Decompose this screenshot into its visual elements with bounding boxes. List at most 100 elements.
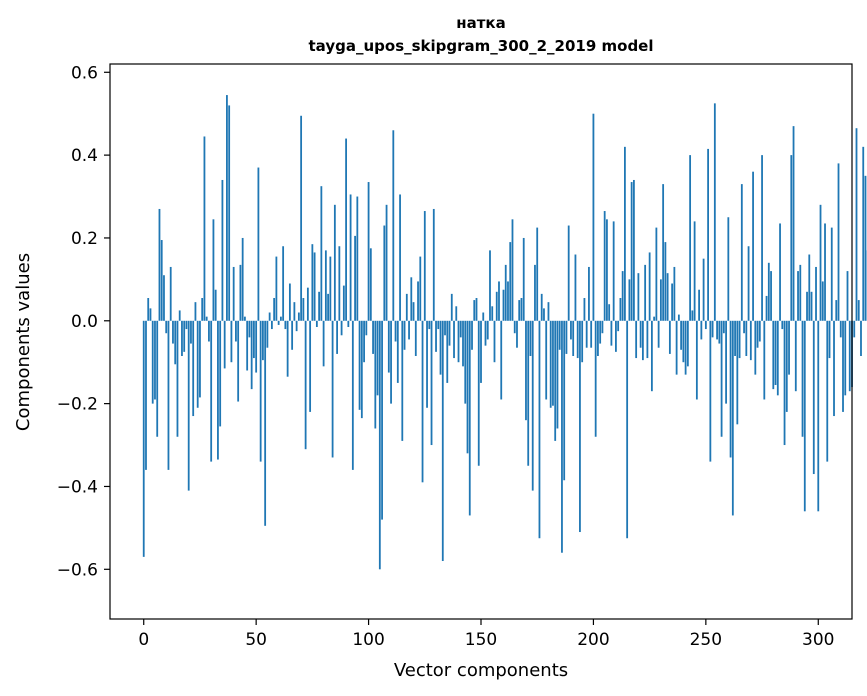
bar	[459, 320, 462, 338]
bar	[653, 316, 656, 321]
bar	[790, 155, 793, 321]
bar	[734, 320, 736, 356]
bar	[601, 320, 604, 334]
bar	[322, 320, 325, 367]
bar	[783, 320, 786, 446]
bar	[417, 281, 419, 321]
bar	[626, 320, 629, 539]
bar	[536, 227, 539, 321]
bar	[525, 320, 527, 421]
bar	[300, 115, 303, 321]
y-axis-ticks: −0.6 −0.4 −0.2 0.0 0.2 0.4 0.6	[57, 63, 110, 580]
bar	[477, 320, 480, 466]
bar	[581, 320, 584, 363]
bar	[794, 320, 797, 392]
bar	[403, 320, 406, 350]
bar	[190, 320, 192, 344]
bar	[761, 155, 763, 321]
bar	[430, 320, 433, 446]
bar	[709, 320, 712, 462]
bar	[428, 320, 431, 330]
bar	[763, 320, 766, 400]
bar	[421, 320, 424, 483]
bar	[590, 320, 593, 348]
bar	[624, 146, 626, 321]
bar	[167, 320, 170, 470]
bar	[772, 320, 775, 390]
plot-frame	[109, 63, 853, 620]
bar	[340, 320, 343, 336]
bar	[668, 320, 671, 354]
bar	[172, 320, 174, 344]
bar	[441, 320, 444, 562]
bar	[572, 320, 575, 356]
bar	[862, 146, 865, 321]
bar	[563, 320, 566, 481]
bar	[599, 320, 602, 344]
bar	[707, 148, 709, 321]
bar	[785, 320, 788, 412]
bar	[797, 271, 799, 321]
bar	[567, 225, 570, 321]
bar	[545, 320, 548, 400]
bar	[700, 320, 703, 340]
bar	[185, 320, 188, 330]
bar	[633, 179, 635, 321]
bar	[473, 300, 476, 321]
bar	[583, 298, 586, 321]
bar	[738, 320, 741, 359]
bar	[615, 320, 617, 352]
bar	[151, 320, 154, 404]
bar	[176, 320, 179, 437]
bar	[163, 275, 165, 321]
bar	[354, 235, 356, 321]
bar	[754, 320, 757, 375]
x-tick-label: 50	[245, 630, 267, 650]
bar	[731, 320, 734, 516]
bar	[423, 211, 426, 321]
bar	[149, 308, 152, 321]
bar	[286, 320, 289, 377]
bar	[547, 302, 550, 321]
bar	[556, 320, 559, 429]
x-tick-label: 200	[577, 630, 609, 650]
bar	[462, 320, 464, 367]
bar	[502, 289, 505, 321]
bar	[745, 320, 748, 356]
bar	[288, 283, 291, 321]
bar	[270, 320, 273, 330]
bar	[574, 254, 577, 321]
bar	[313, 252, 316, 321]
bar	[410, 277, 413, 321]
bar	[821, 281, 824, 321]
bar	[205, 316, 208, 321]
bar	[727, 217, 730, 321]
y-tick-label: −0.4	[57, 477, 98, 497]
bar	[594, 320, 597, 437]
bar	[576, 320, 579, 359]
bar	[147, 298, 150, 321]
bar	[826, 320, 829, 462]
bar	[475, 298, 478, 321]
bar	[752, 171, 754, 321]
bar	[142, 320, 145, 557]
bar	[781, 320, 784, 330]
bar	[455, 306, 458, 321]
bar	[336, 320, 338, 354]
bar	[262, 320, 264, 361]
bar	[439, 320, 442, 375]
bar	[511, 219, 514, 321]
bar	[419, 256, 422, 321]
bar	[230, 320, 233, 363]
bar	[801, 320, 804, 437]
bar	[223, 320, 226, 369]
bar	[295, 320, 298, 332]
bar	[237, 320, 240, 402]
bar	[363, 320, 365, 363]
bar	[673, 266, 676, 321]
bar	[698, 289, 700, 321]
bar	[608, 304, 611, 321]
bar	[212, 219, 215, 321]
bar	[612, 221, 615, 321]
bar	[855, 128, 858, 321]
